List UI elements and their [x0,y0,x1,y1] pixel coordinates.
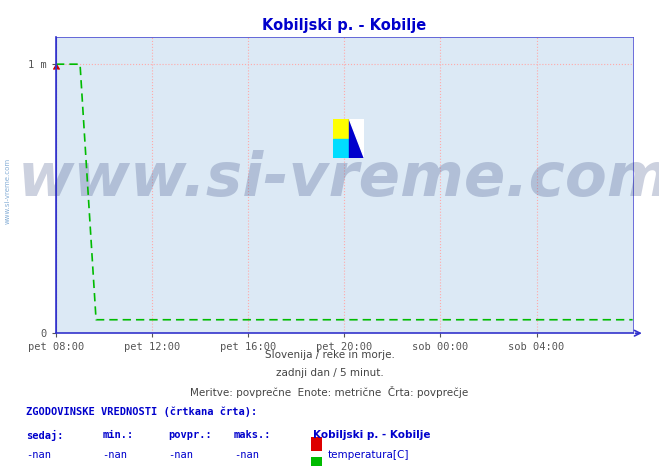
Text: Kobiljski p. - Kobilje: Kobiljski p. - Kobilje [313,430,430,439]
Bar [349,119,364,158]
Text: min.:: min.: [102,430,133,439]
Text: Meritve: povprečne  Enote: metrične  Črta: povprečje: Meritve: povprečne Enote: metrične Črta:… [190,386,469,398]
Text: sedaj:: sedaj: [26,430,64,441]
Text: www.si-vreme.com: www.si-vreme.com [18,150,659,209]
Bar [333,119,349,139]
Text: -nan: -nan [234,450,259,459]
Text: www.si-vreme.com: www.si-vreme.com [5,158,11,224]
Text: zadnji dan / 5 minut.: zadnji dan / 5 minut. [275,368,384,378]
Title: Kobiljski p. - Kobilje: Kobiljski p. - Kobilje [262,18,426,34]
Text: maks.:: maks.: [234,430,272,439]
Text: -nan: -nan [26,450,51,459]
Text: -nan: -nan [102,450,127,459]
Text: povpr.:: povpr.: [168,430,212,439]
Bar [333,139,349,158]
Text: -nan: -nan [168,450,193,459]
Polygon shape [349,119,364,158]
Text: temperatura[C]: temperatura[C] [328,450,409,459]
Text: Slovenija / reke in morje.: Slovenija / reke in morje. [264,350,395,360]
Text: ZGODOVINSKE VREDNOSTI (črtkana črta):: ZGODOVINSKE VREDNOSTI (črtkana črta): [26,406,258,417]
